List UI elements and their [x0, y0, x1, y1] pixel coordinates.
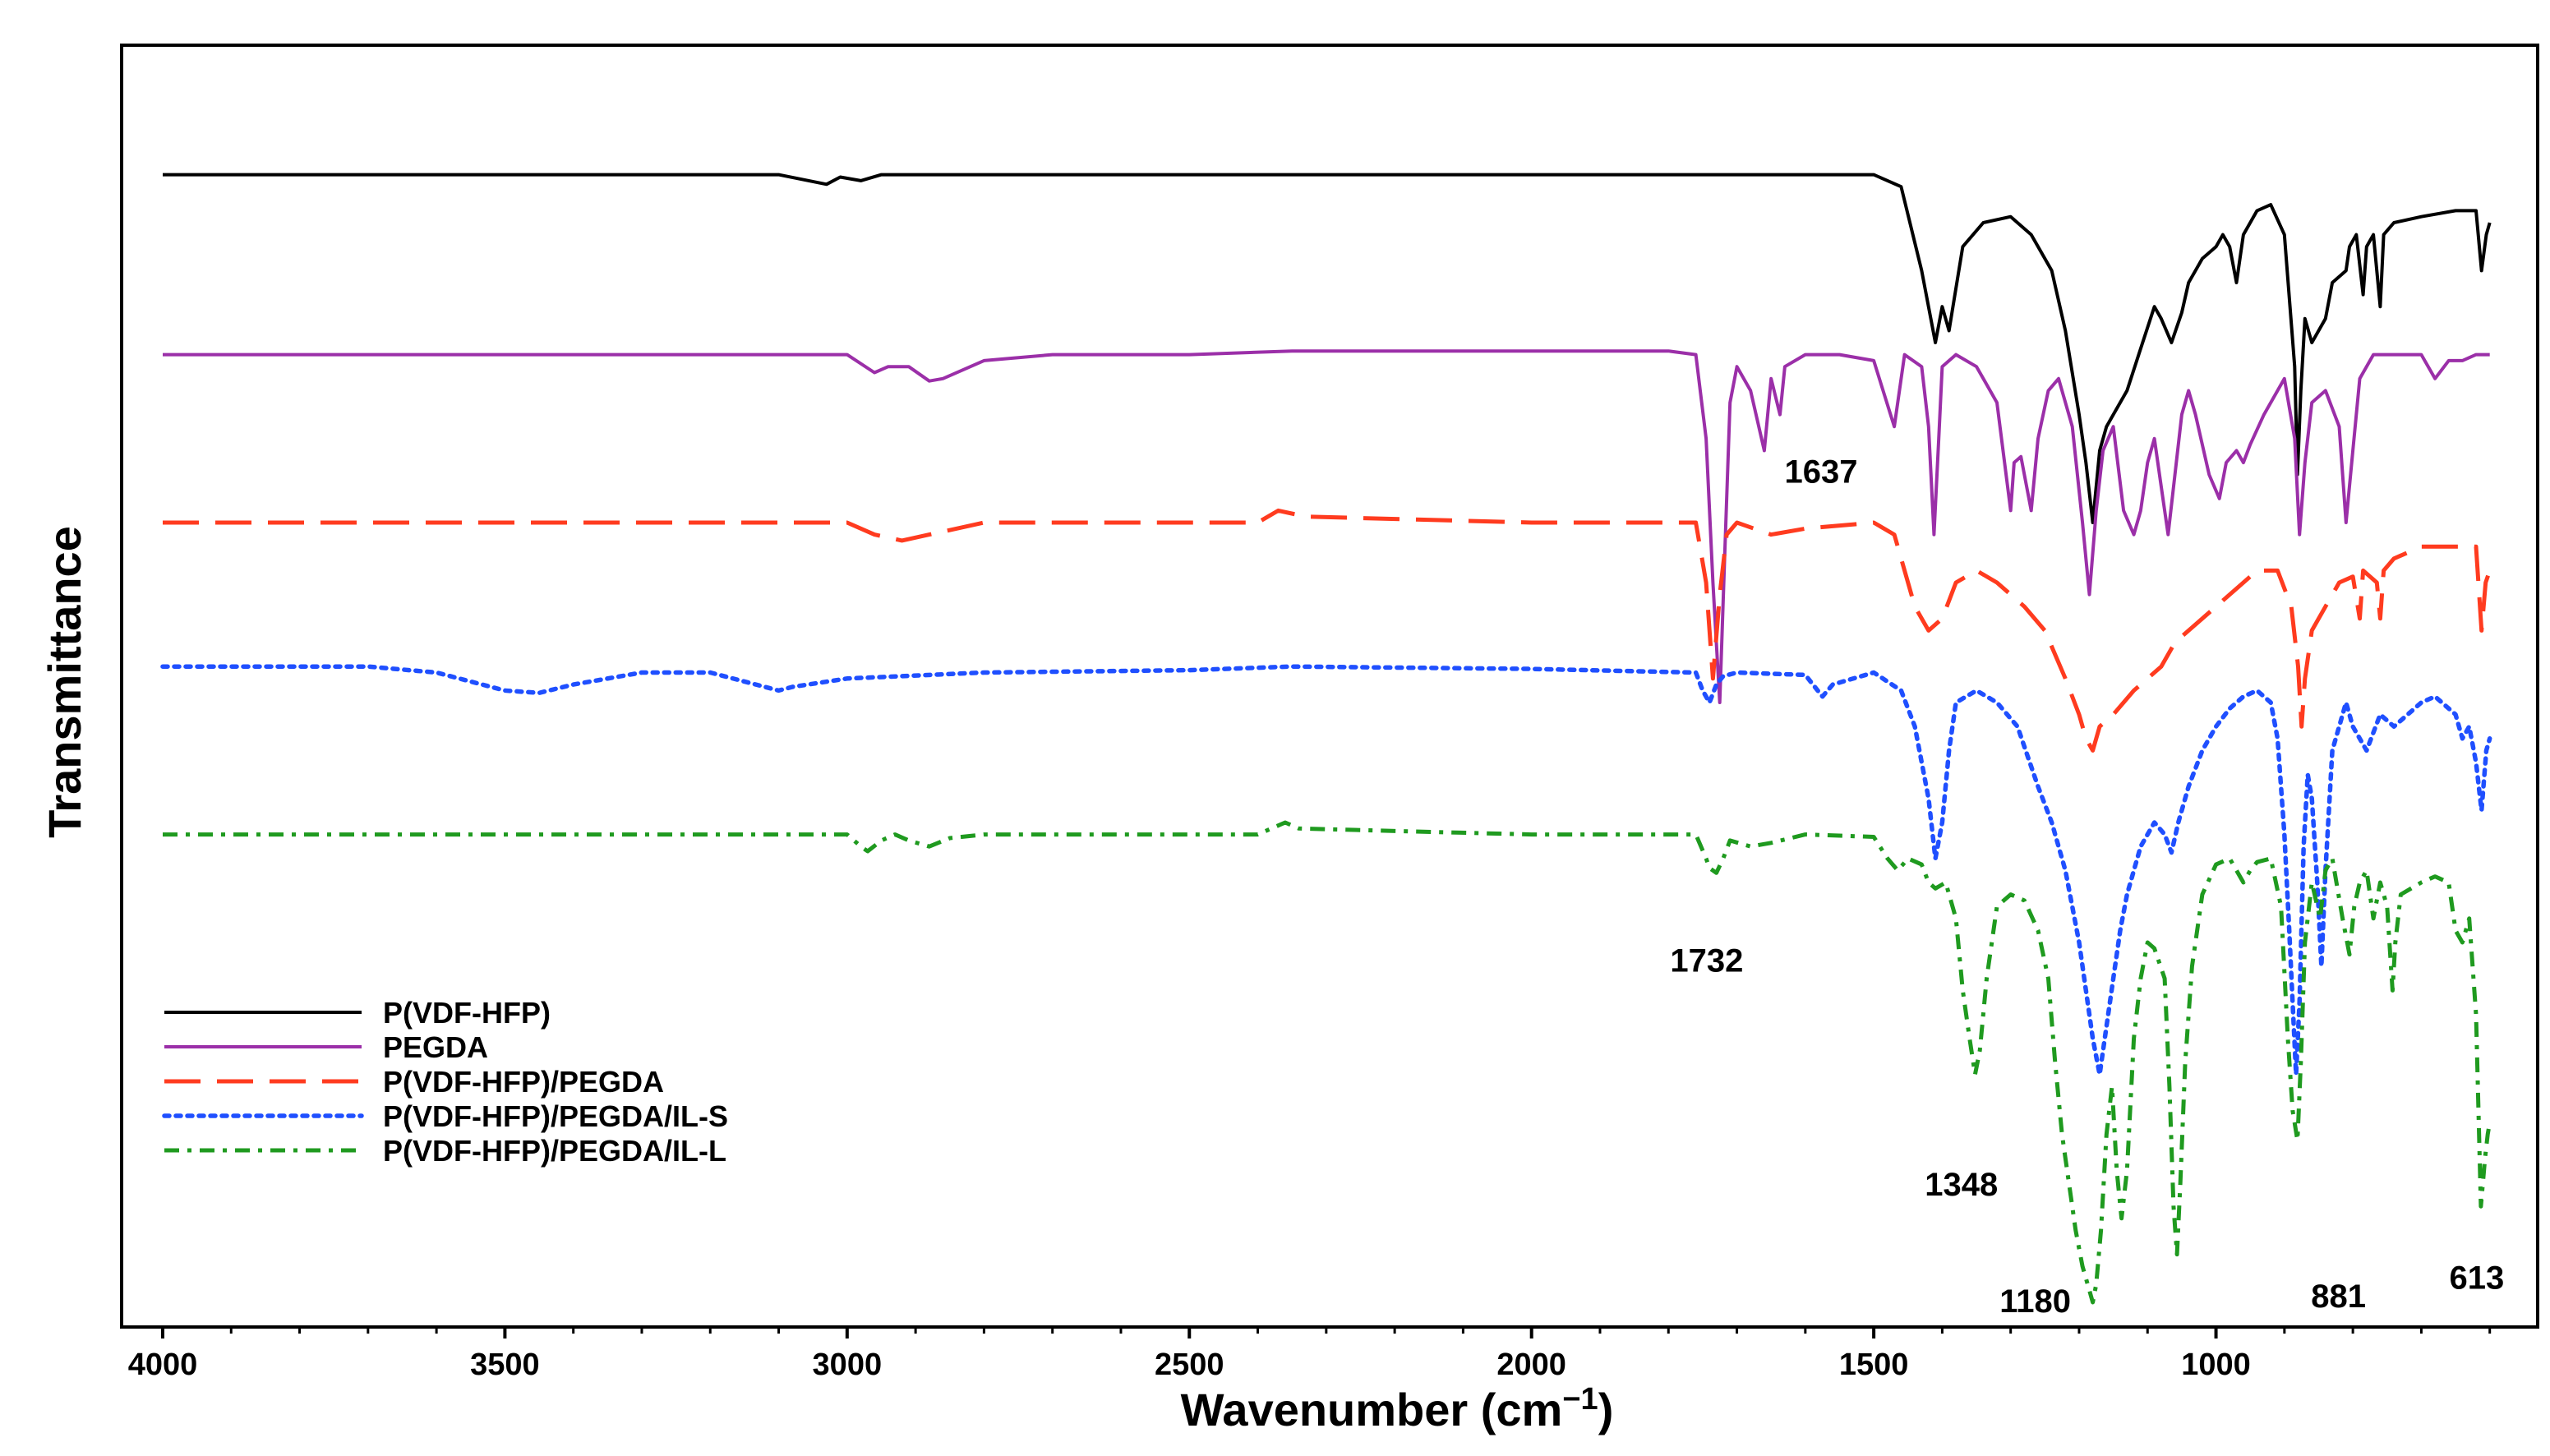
peak-label-1732: 1732: [1670, 942, 1743, 979]
x-tick-label: 3500: [470, 1348, 540, 1382]
series-line-3: [163, 508, 2492, 753]
x-tick-label: 1000: [2181, 1348, 2251, 1382]
peak-label-1180: 1180: [1999, 1283, 2071, 1320]
series-layer: [160, 173, 2492, 1305]
peak-label-613: 613: [2449, 1260, 2504, 1297]
x-tick-label: 3000: [813, 1348, 883, 1382]
peak-label-1637: 1637: [1785, 454, 1858, 491]
x-axis-title-close: ): [1598, 1384, 1614, 1435]
peak-label-881: 881: [2311, 1279, 2366, 1315]
legend-label-2: PEGDA: [383, 1030, 488, 1064]
x-tick-label: 4000: [128, 1348, 198, 1382]
series-line-2: [163, 349, 2490, 704]
legend-label-3: P(VDF-HFP)/PEGDA: [383, 1065, 664, 1099]
annotation-layer: 1637 1732 1348 1180 881 613: [1670, 454, 2504, 1320]
series-line-5: [163, 820, 2492, 1305]
legend: P(VDF-HFP)PEGDAP(VDF-HFP)/PEGDAP(VDF-HFP…: [162, 996, 728, 1168]
x-tick-label: 2000: [1496, 1348, 1566, 1382]
y-axis-title: Transmittance: [39, 526, 90, 838]
plot-frame: [120, 44, 2539, 1329]
x-tick-label: 1500: [1839, 1348, 1909, 1382]
x-axis: 4000 3500 3000 2500 2000 1500 1000: [128, 1327, 2492, 1382]
legend-label-1: P(VDF-HFP): [383, 996, 551, 1030]
legend-label-4: P(VDF-HFP)/PEGDA/IL-S: [383, 1099, 728, 1133]
x-tick-label: 2500: [1155, 1348, 1224, 1382]
x-axis-title-superscript: −1: [1562, 1382, 1598, 1417]
peak-label-1348: 1348: [1925, 1167, 1998, 1203]
series-line-4: [160, 664, 2492, 1077]
x-axis-title: Wavenumber (cm−1): [1181, 1382, 1614, 1435]
legend-label-5: P(VDF-HFP)/PEGDA/IL-L: [383, 1134, 726, 1168]
series-line-1: [163, 173, 2492, 524]
